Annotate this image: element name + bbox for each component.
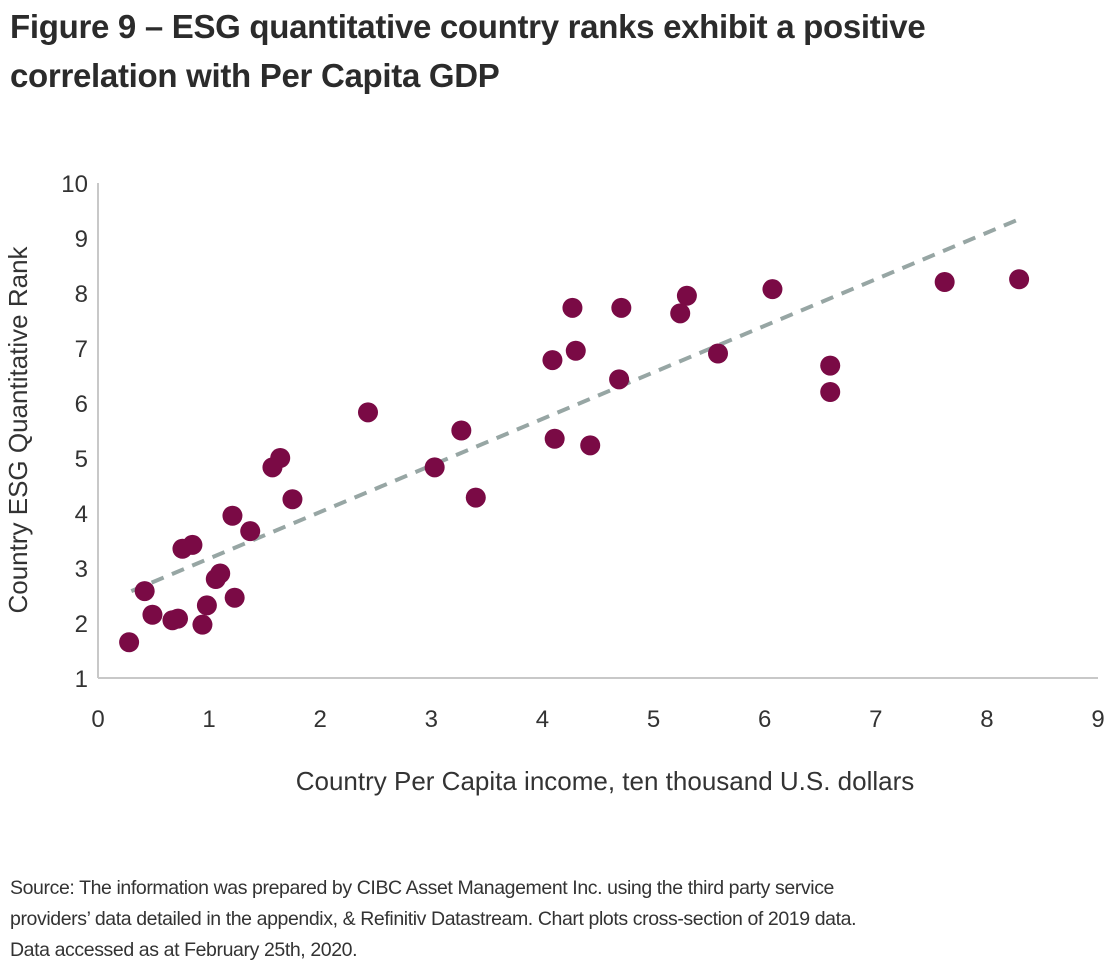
- y-tick-label: 2: [75, 611, 88, 638]
- points-layer: [119, 269, 1030, 653]
- data-point: [934, 272, 955, 292]
- data-point: [358, 402, 378, 423]
- data-point: [708, 343, 728, 364]
- data-point: [424, 457, 445, 478]
- y-tick-label: 6: [75, 391, 88, 418]
- x-tick-label: 2: [314, 706, 327, 733]
- source-line: providers’ data detailed in the appendix…: [10, 908, 857, 930]
- data-point: [282, 489, 303, 510]
- x-axis-title: Country Per Capita income, ten thousand …: [296, 766, 915, 796]
- data-point: [670, 303, 691, 324]
- data-point: [210, 563, 231, 584]
- x-tick-label: 7: [869, 706, 882, 733]
- y-tick-label: 1: [75, 666, 88, 693]
- data-point: [196, 595, 217, 616]
- data-point: [465, 487, 486, 508]
- y-axis-title: Country ESG Quantitative Rank: [3, 245, 33, 613]
- data-point: [240, 521, 261, 542]
- chart-title: Figure 9 – ESG quantitative country rank…: [10, 8, 926, 94]
- y-tick-label: 3: [75, 556, 88, 583]
- y-tick-label: 5: [75, 446, 88, 473]
- data-point: [192, 614, 213, 635]
- x-tick-label: 6: [758, 706, 771, 733]
- data-point: [820, 382, 841, 402]
- x-tick-label: 5: [647, 706, 660, 733]
- data-point: [142, 604, 163, 625]
- y-tick-label: 7: [75, 336, 88, 363]
- data-point: [820, 355, 841, 376]
- data-point: [565, 340, 586, 361]
- data-point: [451, 420, 472, 441]
- data-point: [1009, 269, 1030, 290]
- data-point: [270, 448, 291, 468]
- y-tick-label: 10: [61, 171, 88, 198]
- data-point: [224, 587, 245, 608]
- source-note: Source: The information was prepared by …: [10, 873, 1100, 966]
- trendline: [130, 216, 1021, 593]
- data-point: [168, 608, 188, 629]
- y-tick-label: 8: [75, 281, 88, 308]
- trendline-layer: [130, 216, 1021, 593]
- data-point: [544, 428, 565, 449]
- data-point: [134, 581, 155, 602]
- data-point: [762, 279, 783, 300]
- data-point: [609, 369, 630, 390]
- x-tick-label: 3: [425, 706, 438, 733]
- y-tick-label: 4: [75, 501, 88, 528]
- y-tick-label: 9: [75, 226, 88, 253]
- data-point: [611, 297, 632, 318]
- data-point: [119, 632, 140, 653]
- data-point: [580, 435, 601, 456]
- source-line: Data accessed as at February 25th, 2020.: [10, 939, 358, 961]
- data-point: [562, 297, 583, 318]
- x-tick-label: 0: [91, 706, 104, 733]
- axes: [97, 183, 1098, 679]
- source-line: Source: The information was prepared by …: [10, 877, 834, 899]
- x-tick-label: 8: [980, 706, 993, 733]
- x-tick-label: 4: [536, 706, 549, 733]
- data-point: [542, 350, 563, 371]
- x-tick-label: 9: [1091, 706, 1104, 733]
- data-point: [222, 505, 243, 526]
- x-tick-label: 1: [202, 706, 215, 733]
- data-point: [676, 285, 697, 306]
- data-point: [182, 534, 203, 555]
